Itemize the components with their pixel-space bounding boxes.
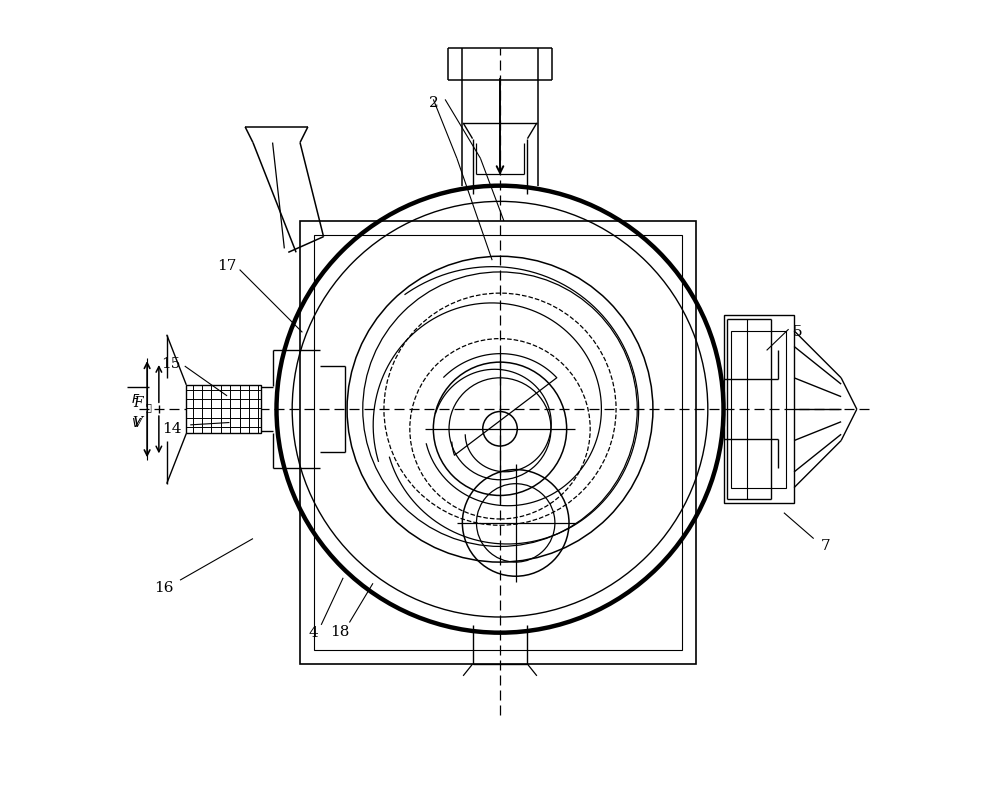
Text: 15: 15 <box>161 357 180 371</box>
Text: 5: 5 <box>793 325 803 339</box>
Text: 上: 上 <box>146 403 152 412</box>
Text: 16: 16 <box>155 581 174 595</box>
Bar <box>731 331 786 488</box>
Bar <box>300 221 696 664</box>
Text: 18: 18 <box>330 625 350 639</box>
Text: 17: 17 <box>217 260 237 273</box>
Bar <box>314 235 682 650</box>
Text: 14: 14 <box>162 422 182 436</box>
Text: V: V <box>133 416 143 430</box>
Bar <box>186 385 261 434</box>
Bar <box>724 315 794 504</box>
Text: 2: 2 <box>428 96 438 110</box>
Text: F: F <box>132 394 139 406</box>
Text: V: V <box>131 417 140 430</box>
Text: 7: 7 <box>821 539 830 553</box>
Text: F: F <box>133 396 143 410</box>
Text: 4: 4 <box>308 626 318 640</box>
